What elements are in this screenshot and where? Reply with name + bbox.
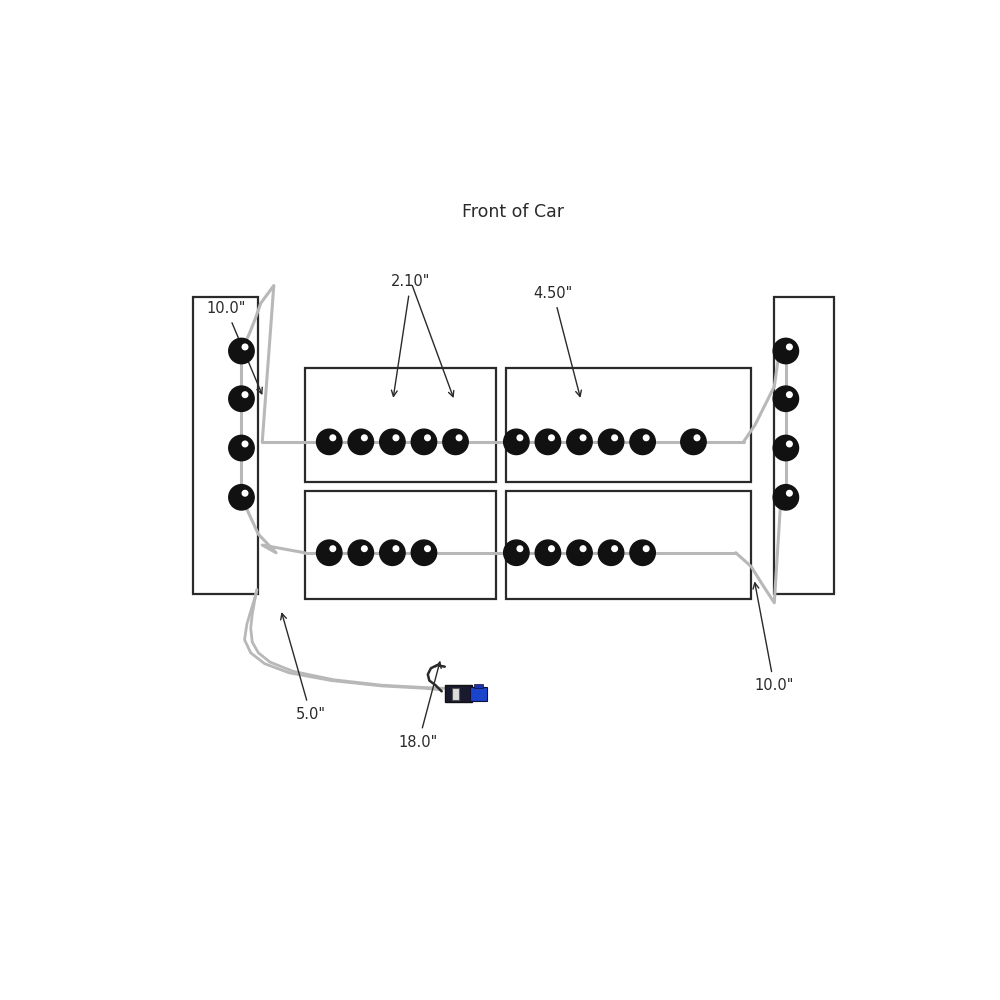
Circle shape [773, 338, 799, 364]
Circle shape [630, 429, 655, 455]
Bar [506, 491, 751, 599]
Circle shape [380, 429, 405, 455]
Circle shape [787, 344, 792, 350]
Text: 18.0": 18.0" [399, 662, 441, 750]
Circle shape [229, 485, 254, 510]
Circle shape [681, 429, 706, 455]
Circle shape [643, 435, 649, 441]
Bar [474, 684, 483, 688]
Circle shape [393, 435, 399, 441]
Circle shape [362, 546, 367, 551]
Circle shape [330, 546, 336, 551]
Circle shape [362, 435, 367, 441]
Circle shape [549, 435, 554, 441]
Bar [470, 687, 487, 701]
Circle shape [787, 441, 792, 447]
Circle shape [317, 429, 342, 455]
Circle shape [612, 546, 617, 551]
Circle shape [694, 435, 700, 441]
Circle shape [242, 441, 248, 447]
Circle shape [425, 546, 430, 551]
Circle shape [504, 540, 529, 565]
Text: 2.10": 2.10" [391, 274, 431, 396]
Bar [452, 688, 459, 700]
Circle shape [535, 429, 561, 455]
Circle shape [773, 435, 799, 461]
Circle shape [535, 540, 561, 565]
Circle shape [425, 435, 430, 441]
Circle shape [580, 546, 586, 551]
Circle shape [242, 392, 248, 397]
Circle shape [229, 386, 254, 411]
Circle shape [567, 429, 592, 455]
Bar [445, 685, 472, 702]
Circle shape [612, 435, 617, 441]
Text: Front of Car: Front of Car [462, 203, 564, 221]
Circle shape [229, 338, 254, 364]
Circle shape [443, 429, 468, 455]
Circle shape [411, 540, 437, 565]
Text: 10.0": 10.0" [206, 301, 262, 394]
Circle shape [348, 540, 374, 565]
Circle shape [456, 435, 462, 441]
Circle shape [411, 429, 437, 455]
Bar [774, 297, 834, 594]
Circle shape [330, 435, 336, 441]
Circle shape [598, 540, 624, 565]
Circle shape [517, 435, 523, 441]
Circle shape [630, 540, 655, 565]
Circle shape [643, 546, 649, 551]
Bar [305, 491, 496, 599]
Circle shape [504, 429, 529, 455]
Circle shape [567, 540, 592, 565]
Circle shape [787, 490, 792, 496]
Circle shape [317, 540, 342, 565]
Circle shape [242, 344, 248, 350]
Text: 4.50": 4.50" [534, 286, 581, 396]
Circle shape [517, 546, 523, 551]
Bar [305, 368, 496, 482]
Circle shape [580, 435, 586, 441]
Circle shape [229, 435, 254, 461]
Circle shape [380, 540, 405, 565]
Circle shape [549, 546, 554, 551]
Circle shape [348, 429, 374, 455]
Bar [193, 297, 258, 594]
Circle shape [393, 546, 399, 551]
Circle shape [598, 429, 624, 455]
Circle shape [242, 490, 248, 496]
Text: 10.0": 10.0" [753, 583, 794, 693]
Circle shape [773, 386, 799, 411]
Circle shape [787, 392, 792, 397]
Circle shape [773, 485, 799, 510]
Bar [506, 368, 751, 482]
Text: 5.0": 5.0" [281, 613, 326, 722]
